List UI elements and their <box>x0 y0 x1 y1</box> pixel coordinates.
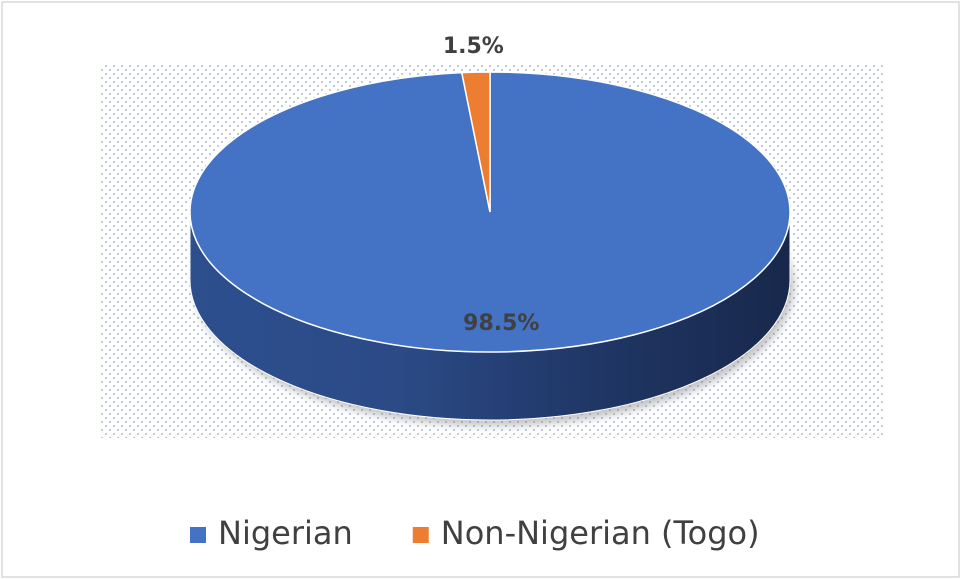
pie-slice <box>189 71 791 353</box>
legend-label: Non-Nigerian (Togo) <box>441 514 760 552</box>
data-label: 98.5% <box>463 311 539 336</box>
pie-slice <box>460 71 491 213</box>
legend-swatch <box>412 527 429 543</box>
data-label: 1.5% <box>443 34 504 59</box>
legend-label: Nigerian <box>218 514 353 552</box>
legend-swatch <box>190 527 206 543</box>
